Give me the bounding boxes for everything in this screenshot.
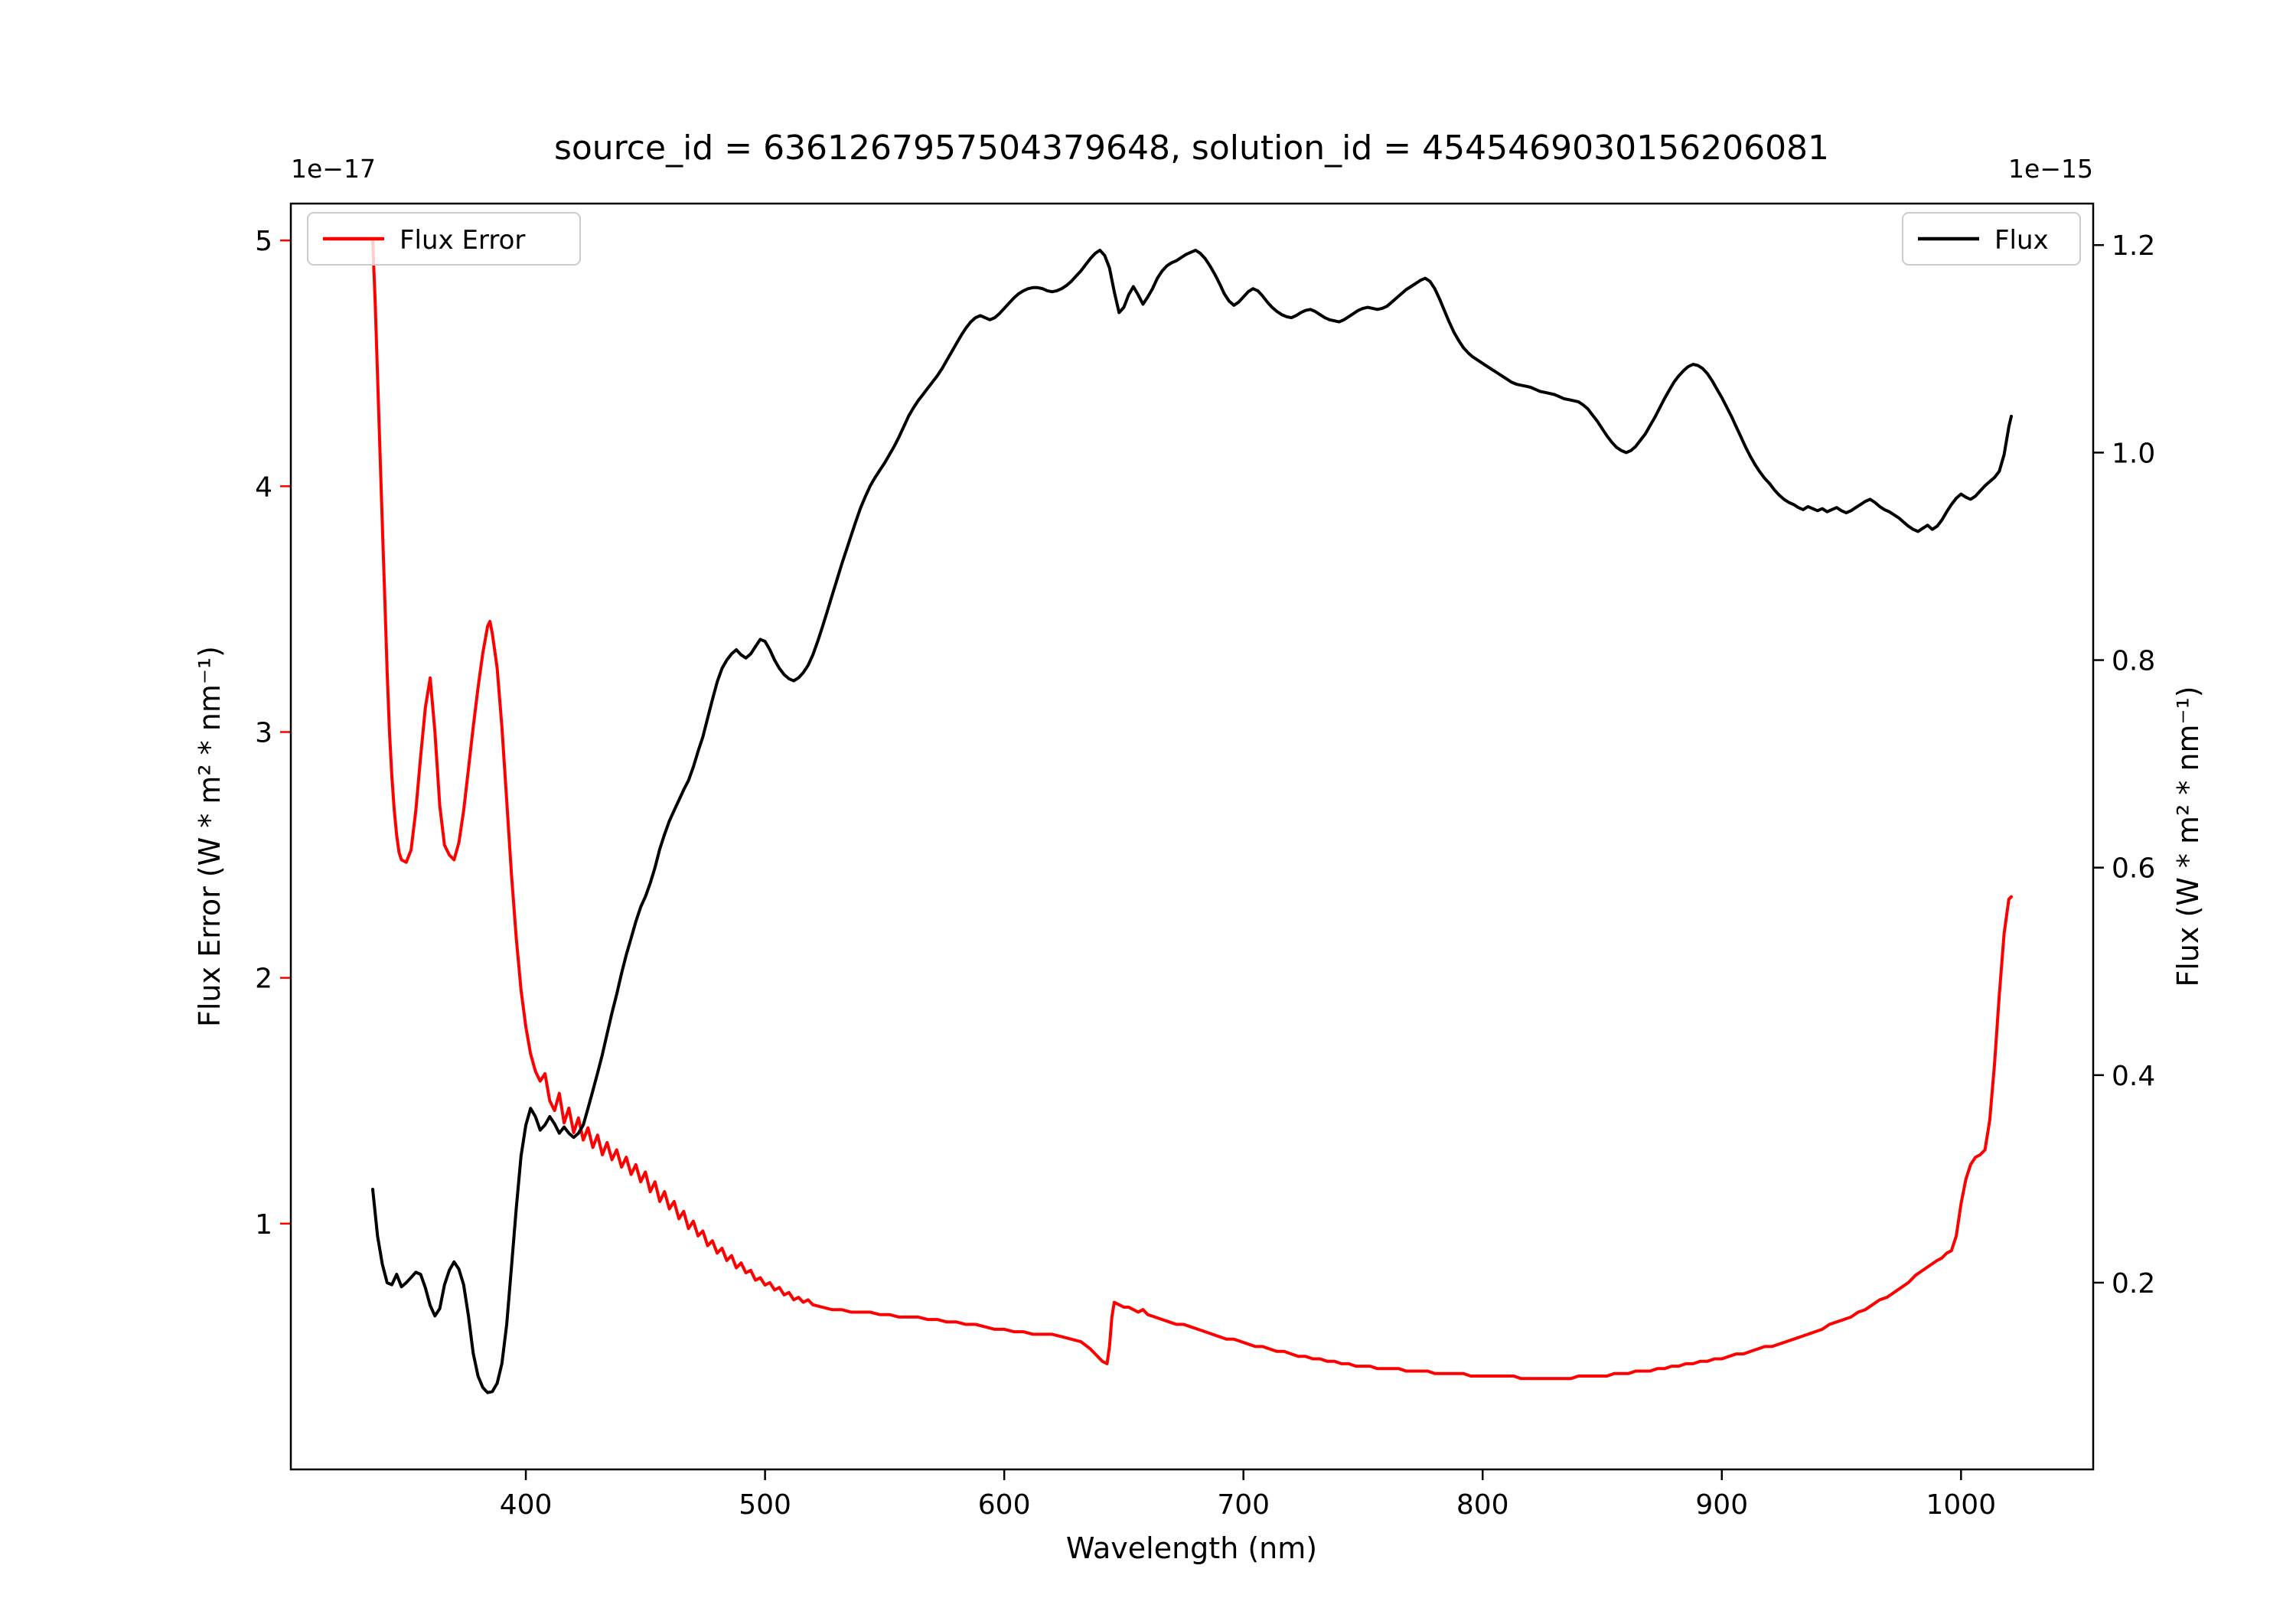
legend-flux: Flux: [1902, 212, 2081, 266]
x-tick-label: 500: [739, 1489, 791, 1521]
y-right-tick-label: 1.0: [2112, 438, 2155, 469]
legend-flux-box: [1902, 212, 2081, 266]
x-axis-ticks: 400 500 600 700 800 900 1000: [500, 1469, 1996, 1521]
legend-flux-error-box: [307, 212, 581, 266]
y-left-tick-label: 3: [255, 718, 272, 749]
y-left-tick-label: 5: [255, 226, 272, 257]
x-axis-label: Wavelength (nm): [1066, 1531, 1317, 1565]
y-right-tick-label: 0.4: [2112, 1061, 2155, 1092]
y-right-tick-label: 0.2: [2112, 1268, 2155, 1300]
x-tick-label: 700: [1217, 1489, 1270, 1521]
x-tick-label: 800: [1456, 1489, 1509, 1521]
flux-error-line: [371, 239, 2013, 1381]
legend-flux-label: Flux: [1994, 225, 2049, 256]
plot-border: [289, 202, 2095, 1471]
legend-flux-error-label: Flux Error: [400, 225, 525, 256]
left-axis-offset-text: 1e−17: [291, 154, 376, 184]
y-axis-right-label: Flux (W * m² * nm⁻¹): [2171, 686, 2205, 986]
y-right-tick-label: 1.2: [2112, 230, 2155, 262]
y-left-tick-label: 4: [255, 471, 272, 503]
flux-line: [371, 249, 2013, 1394]
y-left-tick-label: 2: [255, 964, 272, 995]
legend-flux-error: Flux Error: [307, 212, 581, 266]
x-tick-label: 400: [500, 1489, 553, 1521]
y-right-tick-label: 0.8: [2112, 646, 2155, 677]
data-series: [371, 239, 2013, 1394]
y-axis-left-ticks: 1 2 3 4 5: [255, 226, 291, 1241]
x-tick-label: 1000: [1926, 1489, 1997, 1521]
y-right-tick-label: 0.6: [2112, 853, 2155, 885]
chart-title: source_id = 6361267957504379648, solutio…: [554, 129, 1829, 168]
y-left-tick-label: 1: [255, 1209, 272, 1241]
y-axis-right-ticks: 0.2 0.4 0.6 0.8 1.0 1.2: [2093, 230, 2155, 1300]
x-tick-label: 600: [978, 1489, 1031, 1521]
right-axis-offset-text: 1e−15: [2008, 154, 2093, 184]
y-axis-left-label: Flux Error (W * m² * nm⁻¹): [193, 646, 227, 1027]
x-tick-label: 900: [1695, 1489, 1748, 1521]
